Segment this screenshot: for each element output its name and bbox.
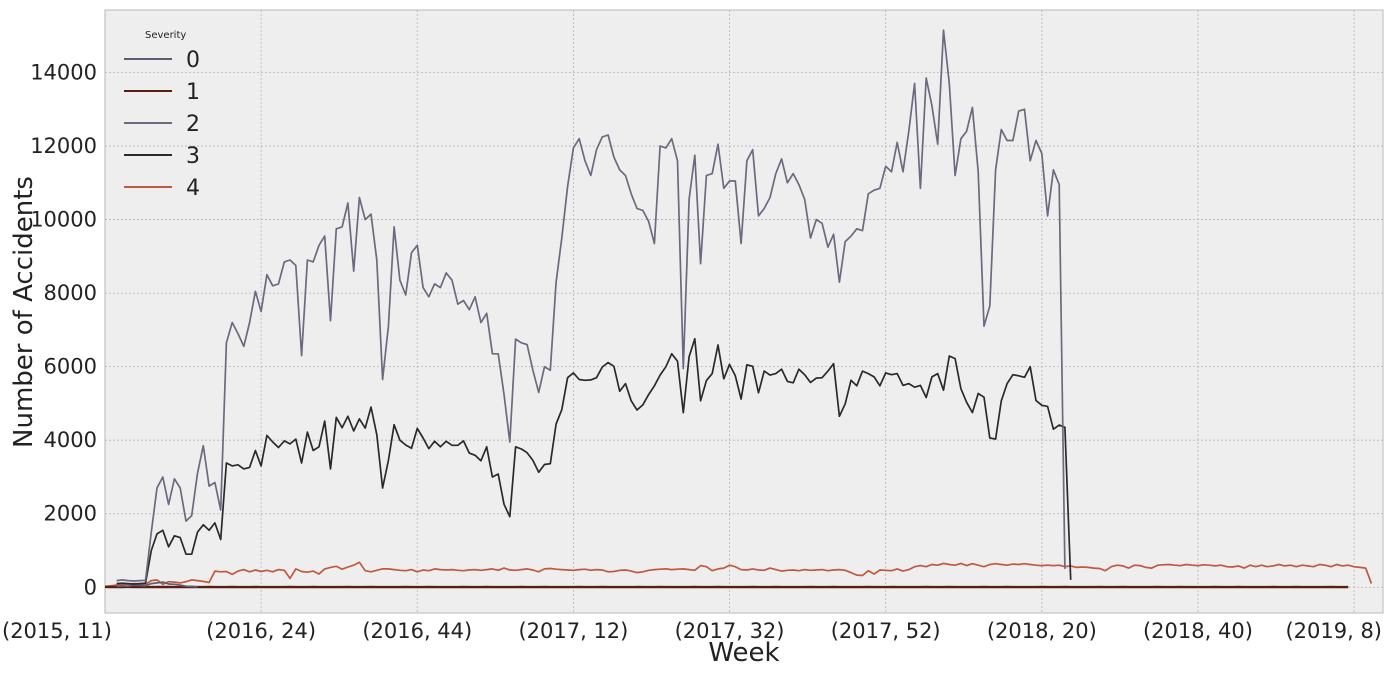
legend-label-1: 1 bbox=[186, 80, 200, 105]
y-axis-label: Number of Accidents bbox=[9, 176, 39, 448]
series-line-3 bbox=[116, 337, 1072, 585]
y-tick-label: 12000 bbox=[30, 134, 97, 158]
legend-title: Severity bbox=[145, 30, 186, 41]
series-line-2 bbox=[116, 29, 1066, 582]
series-line-4 bbox=[104, 561, 1373, 588]
legend: Severity 0 1 2 3 4 bbox=[124, 30, 200, 201]
x-tick-label: (2019, 8) bbox=[1285, 619, 1382, 643]
x-tick-label: (2017, 32) bbox=[675, 619, 785, 643]
y-tick-label: 4000 bbox=[44, 428, 97, 452]
series-lines bbox=[104, 29, 1373, 589]
legend-label-4: 4 bbox=[186, 176, 200, 201]
y-tick-label: 2000 bbox=[44, 502, 97, 526]
y-tick-label: 14000 bbox=[30, 61, 97, 85]
series-line-0 bbox=[116, 581, 198, 588]
x-tick-labels: (2015, 11) (2016, 24) (2016, 44) (2017, 12)… bbox=[2, 619, 1382, 643]
y-tick-label: 0 bbox=[84, 575, 97, 599]
x-axis-label: Week bbox=[708, 638, 779, 668]
x-tick-label: (2015, 11) bbox=[2, 619, 112, 643]
x-tick-label: (2017, 52) bbox=[831, 619, 941, 643]
grid-lines bbox=[104, 10, 1383, 613]
y-tick-labels: 0 2000 4000 6000 8000 10000 12000 14000 bbox=[30, 61, 97, 600]
legend-label-3: 3 bbox=[186, 144, 200, 169]
x-tick-label: (2017, 12) bbox=[518, 619, 628, 643]
x-tick-label: (2016, 24) bbox=[206, 619, 316, 643]
legend-label-2: 2 bbox=[186, 112, 200, 137]
plot-area bbox=[104, 9, 1384, 614]
y-tick-label: 8000 bbox=[44, 281, 97, 305]
x-tick-label: (2018, 20) bbox=[987, 619, 1097, 643]
y-tick-label: 10000 bbox=[30, 208, 97, 232]
x-tick-label: (2016, 44) bbox=[362, 619, 472, 643]
y-tick-label: 6000 bbox=[44, 355, 97, 379]
x-tick-label: (2018, 40) bbox=[1143, 619, 1253, 643]
legend-label-0: 0 bbox=[186, 48, 200, 73]
